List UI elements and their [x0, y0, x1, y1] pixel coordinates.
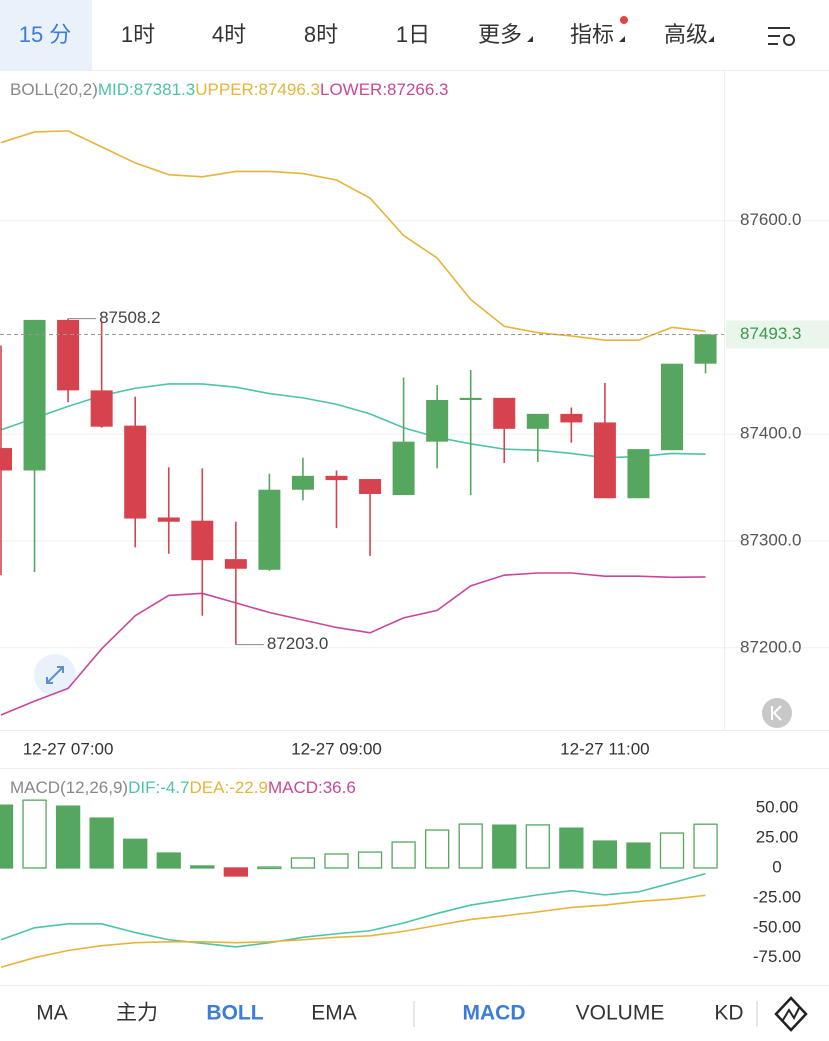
y-tick-label: 87600.0: [740, 210, 801, 229]
expand-icon[interactable]: [34, 654, 76, 696]
legend-item: BOLL(20,2): [10, 80, 98, 99]
macd-bar: [89, 817, 114, 869]
candle-body: [593, 422, 616, 499]
candle-body: [191, 520, 214, 561]
macd-bar: [693, 823, 718, 869]
legend: MACD(12,26,9)DIF:-4.7DEA:-22.9MACD:36.6: [10, 778, 356, 797]
indicator-line: [0, 383, 706, 459]
indicator-line: [0, 130, 706, 341]
y-tick-label: -25.00: [753, 887, 801, 906]
indicator-tab[interactable]: MA: [36, 1002, 68, 1025]
macd-bar: [525, 824, 550, 869]
macd-bar: [223, 867, 249, 877]
candle-body: [493, 397, 516, 429]
indicator-line: [0, 894, 706, 969]
low-label: 87203.0: [267, 634, 328, 653]
indicator-tab[interactable]: KD: [714, 1002, 743, 1025]
y-tick-label: 50.00: [756, 798, 799, 817]
candle-body: [258, 489, 281, 570]
dropdown-arrows: [527, 36, 714, 42]
candle-body: [627, 449, 650, 499]
candle-body: [90, 390, 113, 427]
macd-bar: [592, 840, 618, 869]
y-tick-label: 25.00: [756, 828, 799, 847]
tab[interactable]: 8时: [304, 22, 338, 47]
macd-bar: [190, 865, 215, 869]
high-label: 87508.2: [99, 308, 160, 327]
legend-item: DEA:-22.9: [190, 778, 268, 797]
y-tick-label: 87200.0: [740, 637, 801, 656]
legend: BOLL(20,2)MID:87381.3UPPER:87496.3LOWER:…: [10, 80, 449, 99]
macd-bar: [0, 804, 14, 869]
candle-body: [0, 448, 12, 471]
y-tick-label: -50.00: [753, 917, 801, 936]
last-price-label: 87493.3: [740, 324, 801, 343]
indicator-line: [0, 872, 706, 948]
macd-bar: [458, 823, 483, 869]
macd-bar: [559, 827, 584, 869]
last-price-box: [726, 320, 829, 349]
y-tick-label: 0: [772, 857, 781, 876]
badge-dot: [620, 16, 628, 24]
tab[interactable]: 1日: [396, 22, 430, 47]
macd-bar: [626, 842, 651, 869]
candle-body: [124, 425, 147, 519]
indicator-tab[interactable]: 主力: [116, 1002, 158, 1025]
tab[interactable]: 更多: [478, 22, 522, 47]
macd-bar: [123, 838, 148, 869]
candle-body: [23, 319, 46, 471]
settings-icon[interactable]: [768, 27, 795, 46]
macd-bar: [357, 851, 383, 869]
y-tick-label: 87400.0: [740, 424, 801, 443]
macd-bar: [55, 805, 81, 869]
x-tick-label: 12-27 07:00: [23, 739, 114, 758]
candle-body: [325, 475, 348, 481]
candle-body: [426, 400, 449, 442]
candle-body: [459, 397, 482, 400]
candle-body: [157, 517, 180, 522]
legend-item: MACD:36.6: [268, 778, 356, 797]
legend-item: MID:87381.3: [98, 80, 195, 99]
y-tick-label: -75.00: [753, 947, 801, 966]
indicator-tab[interactable]: MACD: [463, 1002, 526, 1025]
candle-body: [694, 334, 717, 364]
indicator-line: [0, 572, 706, 716]
legend-item: MACD(12,26,9): [10, 778, 128, 797]
indicator-tab[interactable]: EMA: [311, 1002, 357, 1025]
x-tick-label: 12-27 11:00: [560, 739, 649, 758]
scroll-back-button[interactable]: [762, 698, 792, 728]
macd-bar: [324, 853, 349, 869]
legend-item: DIF:-4.7: [128, 778, 189, 797]
macd-bar: [290, 857, 316, 869]
indicator-tab[interactable]: VOLUME: [576, 1002, 665, 1025]
candle-body: [57, 319, 80, 391]
macd-bar: [492, 824, 517, 869]
macd-bar: [424, 829, 450, 869]
macd-bar: [391, 841, 416, 869]
candle-body: [224, 559, 247, 569]
candle-body: [560, 413, 583, 423]
macd-bar: [22, 799, 47, 869]
x-tick-label: 12-27 09:00: [291, 739, 382, 758]
candle-body: [661, 363, 683, 451]
active-tab-bg: [0, 0, 92, 70]
candle-body: [359, 479, 382, 494]
drawing-tool-icon[interactable]: [774, 996, 808, 1032]
candle-body: [526, 413, 549, 429]
legend-item: UPPER:87496.3: [195, 80, 320, 99]
tab[interactable]: 高级: [664, 22, 708, 47]
macd-bar: [659, 832, 685, 869]
tab[interactable]: 4时: [212, 22, 246, 47]
tab[interactable]: 15 分: [19, 22, 72, 47]
tab[interactable]: 1时: [121, 22, 155, 47]
tab[interactable]: 指标: [570, 22, 614, 47]
macd-bar: [257, 866, 282, 870]
legend-item: LOWER:87266.3: [320, 80, 449, 99]
indicator-tab[interactable]: BOLL: [206, 1002, 263, 1025]
y-tick-label: 87300.0: [740, 530, 801, 549]
candle-body: [392, 441, 415, 496]
candle-body: [291, 475, 314, 490]
macd-bar: [156, 852, 181, 869]
